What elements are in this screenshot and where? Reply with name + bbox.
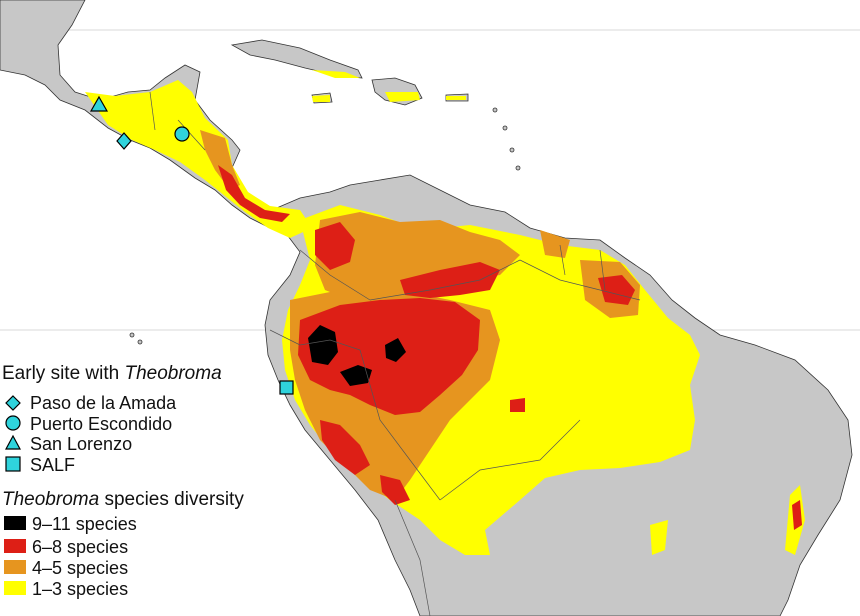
class-label-6-8: 6–8 species <box>32 537 128 557</box>
border <box>439 419 581 501</box>
zone-cuba-yellow <box>312 70 360 78</box>
class-label-1-3: 1–3 species <box>32 579 128 599</box>
puerto-escondido-marker <box>174 126 190 142</box>
border <box>359 349 441 501</box>
class-label-4-5: 4–5 species <box>32 558 128 578</box>
border <box>369 259 521 301</box>
diversity-9-11 <box>308 325 406 386</box>
site-label-san-lorenzo: San Lorenzo <box>30 434 132 454</box>
border <box>519 259 641 301</box>
zone-hispaniola-yellow <box>385 92 420 102</box>
zone-coast-orange <box>540 230 570 258</box>
sites-legend-title-genus: Theobroma <box>124 363 221 384</box>
diversity-legend-title: Theobroma species diversity <box>2 489 244 510</box>
border <box>149 91 156 131</box>
border <box>177 119 206 151</box>
sites-legend-title-prefix: Early site with <box>2 363 124 384</box>
diversity-6-8 <box>218 165 802 530</box>
zone-central-america-red <box>218 165 290 222</box>
island <box>492 107 498 113</box>
country-borders <box>149 91 641 616</box>
site-markers <box>89 95 294 395</box>
swatch-6-8 <box>4 539 26 553</box>
border <box>394 499 431 616</box>
galapagos-island <box>137 339 143 345</box>
island <box>509 147 515 153</box>
zone-southeast-yellow <box>650 520 668 555</box>
diversity-legend-title-genus: Theobroma <box>2 489 99 510</box>
zone-central-america-yellow <box>85 80 312 238</box>
class-label-9-11: 9–11 species <box>32 514 137 534</box>
legend: Early site with Theobroma Paso de la Ama… <box>2 363 244 599</box>
border <box>299 249 371 301</box>
sites-legend-title: Early site with Theobroma <box>2 363 222 384</box>
site-label-paso-de-la-amada: Paso de la Amada <box>30 393 177 413</box>
paso-de-la-amada-marker <box>116 132 132 150</box>
triangle-icon <box>4 434 22 450</box>
island <box>515 165 521 171</box>
zone-guiana-red <box>598 275 635 305</box>
zone-amazon-black <box>385 338 406 362</box>
galapagos-island <box>129 332 135 338</box>
zone-north-red <box>400 262 500 298</box>
zone-peru-black <box>340 365 372 386</box>
border <box>559 244 566 276</box>
swatch-9-11 <box>4 516 26 530</box>
zone-colombia-red <box>315 222 355 270</box>
diversity-legend-title-suffix: species diversity <box>99 489 244 510</box>
san-lorenzo-marker <box>89 95 109 112</box>
salf-marker <box>279 380 294 395</box>
island <box>502 125 508 131</box>
site-label-puerto-escondido: Puerto Escondido <box>30 414 172 434</box>
border <box>599 249 606 291</box>
site-label-salf: SALF <box>30 455 75 475</box>
zone-jamaica-yellow <box>312 95 330 102</box>
border <box>269 329 361 351</box>
swatch-4-5 <box>4 560 26 574</box>
zone-pr-yellow <box>446 96 466 100</box>
zone-bolivia-red <box>380 475 410 505</box>
zone-east-coast-red <box>792 500 802 530</box>
square-icon <box>5 456 21 472</box>
zone-mid-red <box>510 398 525 412</box>
cuba <box>230 39 363 79</box>
diamond-icon <box>5 395 21 411</box>
zone-ecuador-black <box>308 325 338 365</box>
circle-icon <box>5 415 21 431</box>
swatch-1-3 <box>4 581 26 595</box>
zone-andes-red <box>320 420 370 475</box>
